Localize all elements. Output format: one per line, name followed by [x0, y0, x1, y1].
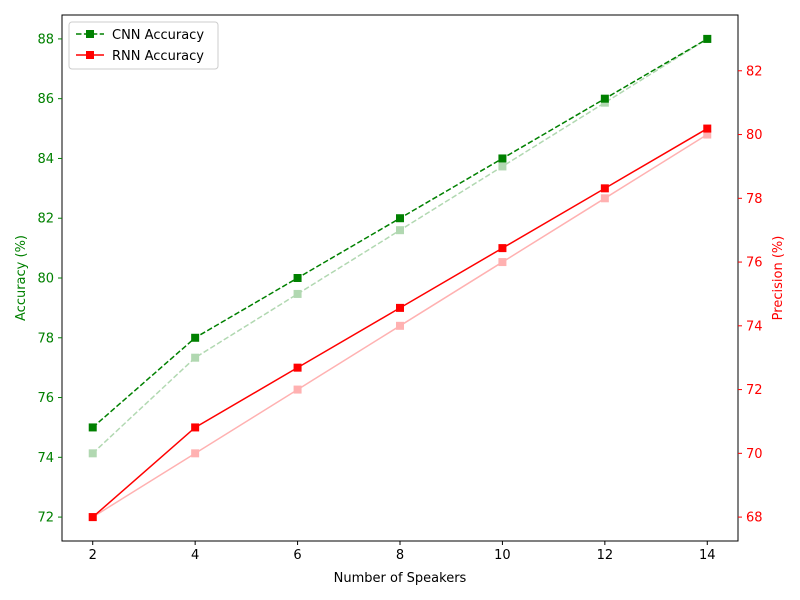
- right-y-axis: 68 70 72 74 76 78 80 82: [738, 64, 763, 526]
- x-axis: 2 4 6 8 10 12 14: [89, 541, 716, 563]
- x-tick-label: 14: [699, 548, 716, 563]
- left-y-tick-label: 74: [37, 451, 54, 466]
- data-point: [703, 34, 712, 43]
- data-point: [191, 423, 200, 432]
- data-point: [293, 289, 302, 298]
- left-y-tick-label: 86: [37, 92, 54, 107]
- data-point: [88, 423, 97, 432]
- data-point: [396, 321, 404, 330]
- legend-box: [68, 21, 219, 70]
- data-point: [498, 258, 507, 267]
- right-y-tick-label: 68: [746, 511, 763, 526]
- data-point: [191, 449, 200, 458]
- left-y-tick-label: 76: [37, 391, 54, 406]
- left-y-tick-label: 78: [37, 331, 54, 346]
- x-tick-label: 2: [89, 548, 97, 563]
- data-point: [703, 124, 712, 133]
- data-point: [293, 363, 302, 372]
- series-2: [88, 34, 712, 458]
- data-point: [396, 214, 404, 223]
- data-point: [191, 333, 200, 342]
- series-1: [88, 124, 712, 522]
- data-point: [498, 162, 507, 171]
- right-y-tick-label: 78: [746, 192, 763, 207]
- right-y-tick-label: 74: [746, 319, 763, 334]
- data-point: [191, 353, 200, 362]
- left-y-axis: 72 74 76 78 80 82 84 86 88: [37, 32, 62, 526]
- right-y-tick-label: 80: [746, 128, 763, 143]
- legend-label-cnn: CNN Accuracy: [112, 28, 204, 43]
- x-tick-label: 6: [293, 548, 301, 563]
- legend: CNN Accuracy RNN Accuracy: [68, 21, 219, 70]
- series-0: [88, 34, 712, 432]
- right-y-axis-label: Precision (%): [771, 236, 786, 321]
- x-tick-label: 8: [396, 548, 404, 563]
- data-point: [396, 226, 404, 235]
- right-y-tick-label: 70: [746, 447, 763, 462]
- right-y-tick-label: 82: [746, 64, 763, 79]
- data-point: [600, 94, 609, 103]
- right-y-tick-label: 76: [746, 256, 763, 271]
- plot-lines: [88, 34, 712, 522]
- legend-marker-rnn: [86, 51, 94, 59]
- left-y-tick-label: 82: [37, 212, 54, 227]
- left-y-tick-label: 80: [37, 272, 54, 287]
- plot-frame: [61, 14, 739, 542]
- data-point: [293, 385, 302, 394]
- x-axis-label: Number of Speakers: [334, 571, 467, 586]
- data-point: [600, 194, 609, 203]
- right-y-tick-label: 72: [746, 383, 763, 398]
- data-point: [88, 513, 97, 522]
- left-y-tick-label: 72: [37, 511, 54, 526]
- x-tick-label: 10: [494, 548, 511, 563]
- legend-marker-cnn: [86, 30, 94, 38]
- x-tick-label: 4: [191, 548, 199, 563]
- data-point: [498, 154, 507, 163]
- data-point: [498, 244, 507, 253]
- series-line: [92, 38, 708, 454]
- data-point: [293, 274, 302, 282]
- left-y-tick-label: 88: [37, 32, 54, 47]
- data-point: [396, 303, 404, 312]
- series-3: [88, 130, 712, 522]
- data-point: [703, 130, 712, 139]
- left-y-tick-label: 84: [37, 152, 54, 167]
- legend-label-rnn: RNN Accuracy: [112, 49, 204, 64]
- data-point: [88, 449, 97, 458]
- left-y-axis-label: Accuracy (%): [14, 235, 29, 321]
- series-line: [92, 133, 708, 518]
- x-tick-label: 12: [597, 548, 614, 563]
- data-point: [600, 184, 609, 193]
